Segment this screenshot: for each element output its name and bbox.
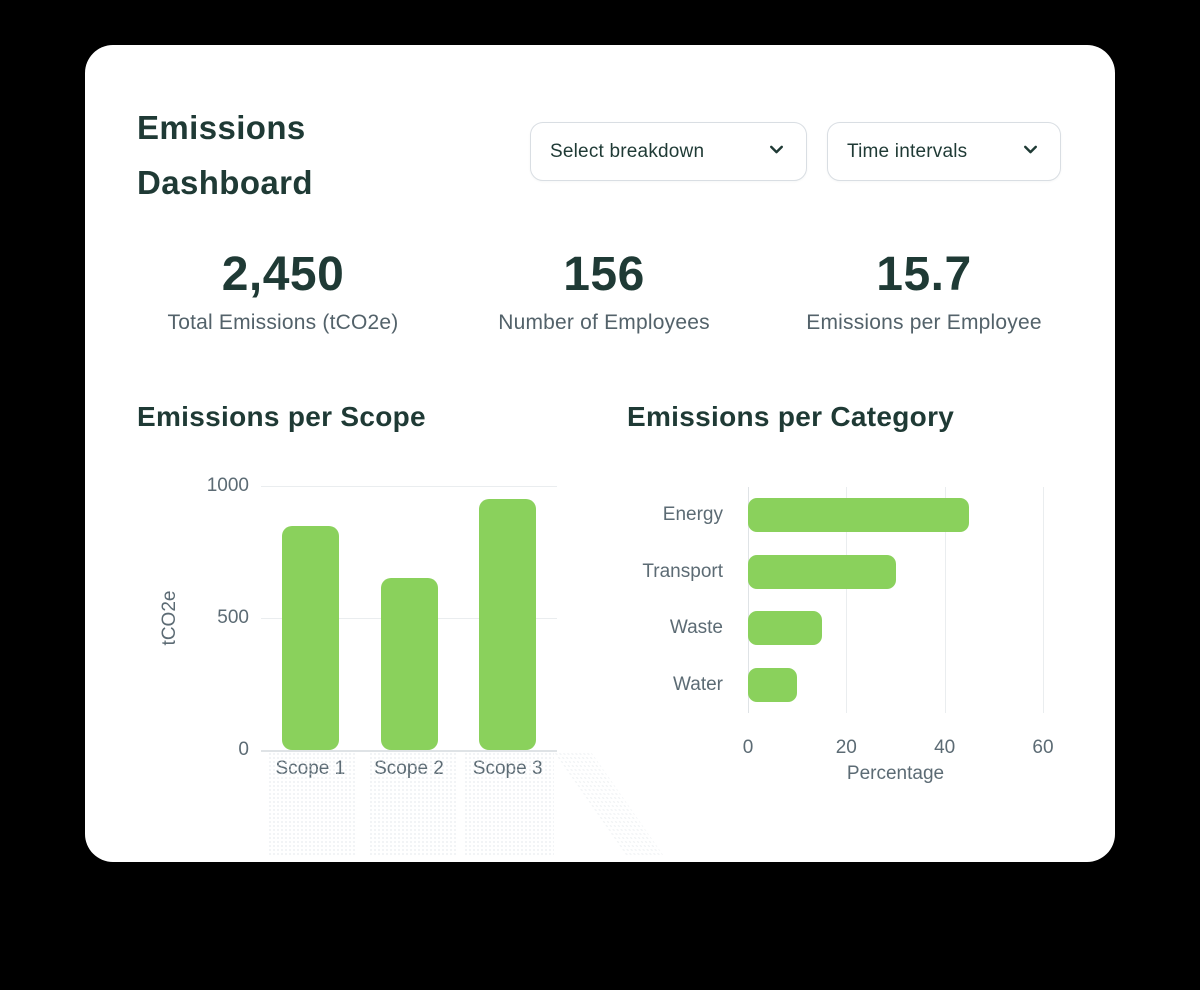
y-category-label: Water xyxy=(673,673,723,695)
ghost-pattern xyxy=(464,752,554,856)
bar-scope-1[interactable] xyxy=(281,525,339,750)
category-chart-plot: Percentage 0 20 40 60 Energy Transport Waste Wa… xyxy=(642,487,1054,784)
x-tick-label: 0 xyxy=(742,737,754,758)
category-chart-title: Emissions per Category xyxy=(627,401,955,432)
gridline-y-0 xyxy=(261,750,557,752)
x-tick-label: 20 xyxy=(835,737,857,758)
y-category-label: Transport xyxy=(642,560,723,582)
stat-label: Total Emissions (tCO2e) xyxy=(167,311,399,334)
y-tick-label: 0 xyxy=(238,739,249,760)
chevron-down-icon xyxy=(1007,140,1040,164)
gridline-x-0 xyxy=(748,487,749,713)
stat-value: 156 xyxy=(563,248,645,301)
dashboard-card: Emissions Dashboard Select breakdown Tim… xyxy=(85,45,1115,862)
scope-chart-title: Emissions per Scope xyxy=(137,401,426,432)
bar-scope-3[interactable] xyxy=(479,499,537,750)
scope-chart-y-axis-label: tCO2e xyxy=(159,590,180,646)
stat-label: Number of Employees xyxy=(498,311,710,334)
stat-emissions-per-employee: 15.7 Emissions per Employee xyxy=(806,250,1042,335)
ghost-pattern xyxy=(369,752,458,856)
bar-waste[interactable] xyxy=(748,611,822,646)
page-title: Emissions Dashboard xyxy=(137,109,313,201)
bar-scope-2[interactable] xyxy=(380,578,438,750)
stat-total-emissions: 2,450 Total Emissions (tCO2e) xyxy=(168,250,399,335)
y-category-label: Waste xyxy=(669,617,723,639)
scope-chart-plot: 05001000Scope 1Scope 2Scope 3 xyxy=(207,475,557,779)
stat-value: 2,450 xyxy=(221,248,345,301)
time-intervals-dropdown-label: Time intervals xyxy=(847,140,968,162)
x-tick-label: 40 xyxy=(934,737,956,758)
x-tick-label: 60 xyxy=(1032,737,1054,758)
chevron-down-icon xyxy=(753,140,786,164)
ghost-pattern xyxy=(268,752,355,856)
stat-label: Emissions per Employee xyxy=(806,311,1042,334)
gridline-y-1000 xyxy=(261,486,557,487)
y-category-label: Energy xyxy=(662,504,723,526)
stat-value: 15.7 xyxy=(876,248,972,301)
y-tick-label: 1000 xyxy=(206,475,249,496)
y-tick-label: 500 xyxy=(217,607,249,628)
ghost-pattern xyxy=(553,752,664,856)
gridline-x-60 xyxy=(1043,487,1044,713)
gridline-x-40 xyxy=(944,487,946,713)
bar-energy[interactable] xyxy=(748,498,970,533)
bar-transport[interactable] xyxy=(748,554,896,589)
stat-employees: 156 Number of Employees xyxy=(498,250,710,335)
time-intervals-dropdown[interactable]: Time intervals xyxy=(827,122,1061,181)
category-chart-x-axis-label: Percentage xyxy=(846,763,945,784)
bar-water[interactable] xyxy=(748,667,798,702)
breakdown-dropdown-label: Select breakdown xyxy=(550,140,705,162)
breakdown-dropdown[interactable]: Select breakdown xyxy=(530,122,807,181)
gridline-x-20 xyxy=(846,487,848,713)
